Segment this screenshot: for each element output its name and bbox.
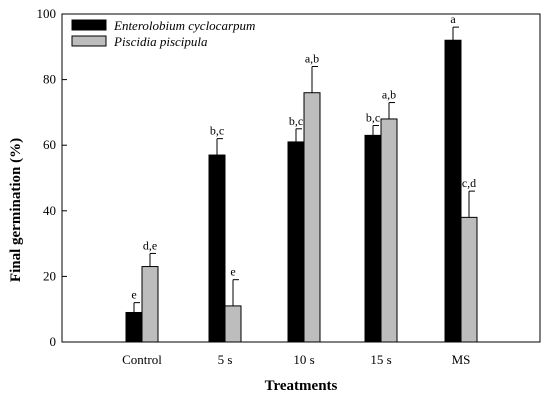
bar-enterolobium-0: [125, 311, 143, 343]
bar-piscidia-4: [460, 216, 478, 343]
x-axis-title: Treatments: [265, 378, 338, 394]
significance-label: a,b: [305, 51, 319, 65]
legend-label-piscidia: Piscidia piscipula: [113, 34, 208, 49]
legend-label-enterolobium: Enterolobium cyclocarpum: [113, 18, 255, 33]
legend-swatch-enterolobium: [71, 19, 107, 31]
significance-label: c,d: [462, 176, 476, 190]
significance-label: b,c: [210, 124, 224, 138]
significance-label: a: [450, 12, 456, 26]
bar-piscidia-0: [141, 266, 159, 343]
bar-piscidia-3: [380, 118, 398, 343]
y-tick-label: 80: [43, 72, 56, 87]
bar-enterolobium-1: [208, 154, 226, 343]
bar-enterolobium-2: [287, 141, 305, 343]
significance-label: b,c: [366, 111, 380, 125]
significance-label: e: [230, 265, 235, 279]
bar-piscidia-2: [303, 92, 321, 343]
y-axis-title: Final germination (%): [8, 138, 24, 282]
significance-label: a,b: [382, 88, 396, 102]
x-tick-label: 10 s: [293, 352, 314, 367]
y-tick-label: 40: [43, 203, 56, 218]
x-tick-label: MS: [452, 352, 471, 367]
y-tick-label: 100: [37, 6, 57, 21]
y-tick-label: 0: [50, 334, 57, 349]
x-tick-label: 15 s: [370, 352, 391, 367]
significance-label: b,c: [289, 114, 303, 128]
x-tick-label: 5 s: [218, 352, 233, 367]
y-tick-label: 20: [43, 268, 56, 283]
bar-enterolobium-4: [444, 39, 462, 343]
bar-piscidia-1: [224, 305, 242, 343]
significance-label: d,e: [143, 238, 157, 252]
x-tick-label: Control: [122, 352, 162, 367]
legend-swatch-piscidia: [71, 35, 107, 47]
bar-enterolobium-3: [364, 134, 382, 343]
y-tick-label: 60: [43, 137, 56, 152]
significance-label: e: [131, 288, 136, 302]
